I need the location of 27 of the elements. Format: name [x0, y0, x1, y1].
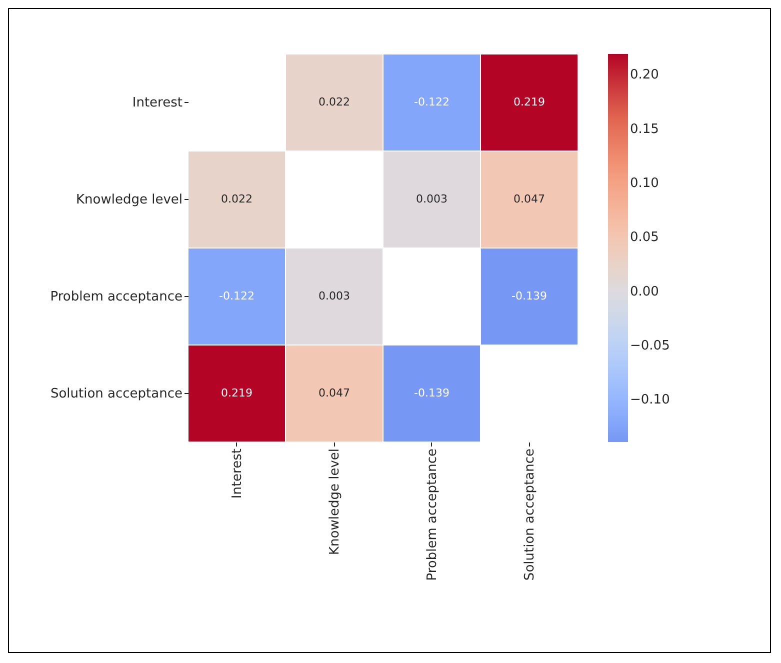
color-bar-label: −0.05: [630, 338, 670, 354]
data-label: 0.022: [221, 192, 252, 206]
data-label: -0.122: [414, 96, 450, 108]
y-tick-label: Solution acceptance: [50, 386, 182, 402]
data-label: 0.219: [514, 96, 545, 108]
color-bar-label: −0.10: [630, 392, 670, 408]
data-label: 0.047: [318, 386, 350, 400]
color-bar-label: 0.10: [630, 176, 659, 191]
y-tick-label: Interest: [132, 96, 182, 110]
data-label: -0.139: [414, 386, 450, 400]
data-label: 0.047: [514, 192, 545, 206]
data-label: 0.219: [221, 386, 252, 400]
data-label: 0.003: [416, 192, 448, 206]
data-label: -0.139: [512, 290, 547, 302]
x-tick-label: Solution acceptance: [522, 448, 538, 581]
color-bar-label: 0.00: [630, 284, 659, 300]
x-tick-label: Knowledge level: [327, 448, 342, 556]
color-bar-label: 0.15: [630, 122, 659, 137]
y-tick-label: Knowledge level: [76, 192, 182, 208]
data-label: 0.003: [318, 290, 350, 302]
y-tick-label: Problem acceptance: [50, 290, 182, 304]
color-bar-label: 0.05: [630, 230, 659, 246]
data-label: -0.122: [219, 290, 254, 302]
x-tick-label: Interest: [230, 448, 245, 499]
x-tick-label: Problem acceptance: [424, 448, 440, 581]
color-bar-label: 0.20: [630, 68, 659, 83]
data-label: 0.022: [318, 96, 350, 108]
